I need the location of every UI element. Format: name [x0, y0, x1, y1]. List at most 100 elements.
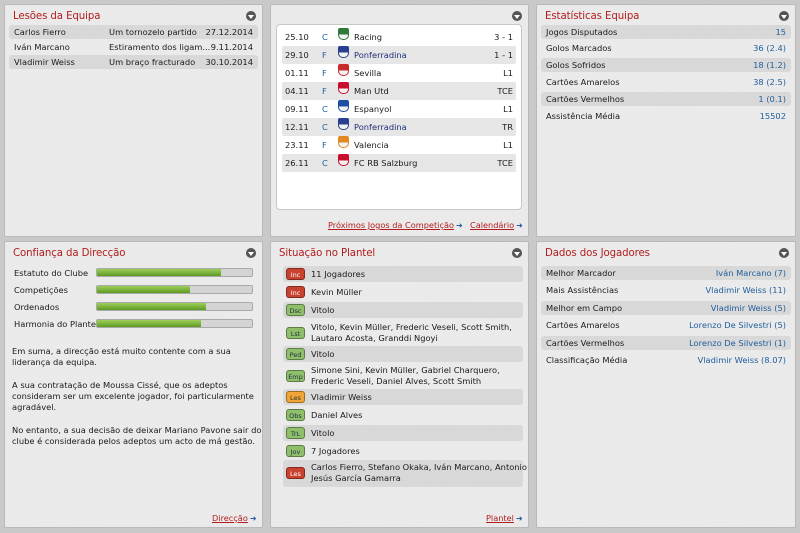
- squad-status-row[interactable]: Obs Daniel Alves: [283, 407, 523, 423]
- player-data-row[interactable]: Mais Assistências Vladimir Weiss (11): [541, 283, 791, 297]
- player-data-row[interactable]: Cartões Amarelos Lorenzo De Silvestri (5): [541, 318, 791, 332]
- player-data-label: Melhor Marcador: [546, 268, 616, 278]
- squad-status-row[interactable]: Inc 11 Jogadores: [283, 266, 523, 282]
- confidence-bar-fill: [97, 303, 206, 310]
- fixture-team[interactable]: Ponferradina: [354, 122, 407, 132]
- player-data-row[interactable]: Melhor Marcador Iván Marcano (7): [541, 266, 791, 280]
- squad-status-row[interactable]: Les Carlos Fierro, Stefano Okaka, Iván Ma…: [283, 460, 527, 487]
- fixture-venue: F: [322, 140, 327, 150]
- stat-value: 1 (0.1): [758, 94, 786, 104]
- fixture-row[interactable]: 25.10 C Racing 3 - 1: [282, 28, 516, 46]
- squad-status-row[interactable]: TrL Vitolo: [283, 425, 523, 441]
- fixture-result: L1: [503, 104, 513, 114]
- confidence-bar: [96, 285, 253, 294]
- team-stats-panel: Estatísticas Equipa: [536, 4, 796, 237]
- confidence-label: Harmonia do Plantel: [14, 319, 99, 329]
- stat-row: Golos Sofridos 18 (1.2): [541, 58, 791, 72]
- injury-row[interactable]: Carlos Fierro Um tornozelo partido 27.12…: [9, 25, 258, 39]
- team-stats-title: Estatísticas Equipa: [545, 11, 640, 22]
- player-data-value[interactable]: Vladimir Weiss (11): [705, 285, 786, 295]
- player-data-value[interactable]: Lorenzo De Silvestri (5): [689, 320, 786, 330]
- calendar-link[interactable]: Calendário ➜: [470, 220, 523, 230]
- player-data-value[interactable]: Vladimir Weiss (5): [710, 303, 786, 313]
- player-data-value[interactable]: Lorenzo De Silvestri (1): [689, 338, 786, 348]
- injury-return-date: 30.10.2014: [205, 57, 253, 67]
- fixture-team[interactable]: Ponferradina: [354, 50, 407, 60]
- injury-return-date: 9.11.2014: [210, 42, 253, 52]
- arrow-right-icon: ➜: [249, 514, 257, 523]
- fixture-venue: F: [322, 86, 327, 96]
- club-crest-icon: [338, 64, 349, 76]
- injury-player: Carlos Fierro: [14, 27, 66, 37]
- panel-menu-icon[interactable]: [512, 248, 522, 258]
- fixture-team[interactable]: Man Utd: [354, 86, 389, 96]
- fixture-date: 29.10: [285, 50, 309, 60]
- club-crest-icon: [338, 46, 349, 58]
- player-data-label: Mais Assistências: [546, 285, 619, 295]
- confidence-signing-note: A sua contratação de Moussa Cissé, que o…: [12, 380, 254, 412]
- status-badge: Dsc: [286, 304, 305, 316]
- status-badge: Obs: [286, 409, 305, 421]
- fixture-row[interactable]: 29.10 F Ponferradina 1 - 1: [282, 46, 516, 64]
- fixtures-list: 25.10 C Racing 3 - 1 29.10 F Ponferradin…: [276, 24, 522, 210]
- status-badge: TrL: [286, 427, 305, 439]
- fixture-row[interactable]: 26.11 C FC RB Salzburg TCE: [282, 154, 516, 172]
- fixture-row[interactable]: 12.11 C Ponferradina TR: [282, 118, 516, 136]
- stat-row: Jogos Disputados 15: [541, 25, 791, 39]
- injury-row[interactable]: Vladimir Weiss Um braço fracturado 30.10…: [9, 55, 258, 69]
- squad-status-text: 11 Jogadores: [311, 269, 366, 279]
- squad-status-row[interactable]: Dsc Vitolo: [283, 302, 523, 318]
- stat-label: Assistência Média: [546, 111, 621, 121]
- squad-status-text: 7 Jogadores: [311, 446, 360, 456]
- player-data-row[interactable]: Melhor em Campo Vladimir Weiss (5): [541, 301, 791, 315]
- player-data-value[interactable]: Iván Marcano (7): [715, 268, 786, 278]
- panel-menu-icon[interactable]: [512, 11, 522, 21]
- squad-status-row[interactable]: Lst Vitolo, Kevin Müller, Frederic Veseli…: [283, 320, 523, 346]
- squad-status-row[interactable]: Ped Vitolo: [283, 346, 523, 362]
- fixture-row[interactable]: 09.11 C Espanyol L1: [282, 100, 516, 118]
- squad-status-row[interactable]: Emp Simone Sini, Kevin Müller, Gabriel Ch…: [283, 363, 523, 389]
- panel-menu-icon[interactable]: [779, 248, 789, 258]
- status-badge: Les: [286, 391, 305, 403]
- player-data-label: Cartões Amarelos: [546, 320, 620, 330]
- panel-menu-icon[interactable]: [779, 11, 789, 21]
- player-data-value[interactable]: Vladimir Weiss (8.07): [697, 355, 786, 365]
- squad-status-row[interactable]: Jov 7 Jogadores: [283, 443, 523, 459]
- stat-row: Assistência Média 15502: [541, 109, 791, 123]
- stat-label: Golos Sofridos: [546, 60, 606, 70]
- stat-label: Golos Marcados: [546, 43, 612, 53]
- fixture-team[interactable]: Espanyol: [354, 104, 392, 114]
- fixture-row[interactable]: 04.11 F Man Utd TCE: [282, 82, 516, 100]
- squad-status-text: Vitolo: [311, 428, 335, 438]
- squad-status-row[interactable]: Les Vladimir Weiss: [283, 389, 523, 405]
- next-competition-games-link[interactable]: Próximos Jogos da Competição ➜: [328, 220, 463, 230]
- status-badge: Jov: [286, 445, 305, 457]
- squad-link[interactable]: Plantel ➜: [486, 513, 523, 523]
- player-data-row[interactable]: Classificação Média Vladimir Weiss (8.07): [541, 353, 791, 367]
- fixture-team[interactable]: FC RB Salzburg: [354, 158, 418, 168]
- fixture-team[interactable]: Valencia: [354, 140, 389, 150]
- board-link-label: Direcção: [212, 513, 248, 523]
- status-badge: Ped: [286, 348, 305, 360]
- status-badge: Inc: [286, 268, 305, 280]
- player-data-row[interactable]: Cartões Vermelhos Lorenzo De Silvestri (1…: [541, 336, 791, 350]
- confidence-bar-fill: [97, 286, 190, 293]
- fixture-venue: C: [322, 104, 328, 114]
- squad-link-label: Plantel: [486, 513, 514, 523]
- injury-player: Iván Marcano: [14, 42, 70, 52]
- fixture-row[interactable]: 01.11 F Sevilla L1: [282, 64, 516, 82]
- fixture-team[interactable]: Sevilla: [354, 68, 382, 78]
- injury-type: Um braço fracturado: [109, 57, 196, 67]
- injury-return-date: 27.12.2014: [205, 27, 253, 37]
- injuries-title: Lesões da Equipa: [13, 11, 101, 22]
- panel-menu-icon[interactable]: [246, 248, 256, 258]
- board-link[interactable]: Direcção ➜: [212, 513, 257, 523]
- panel-menu-icon[interactable]: [246, 11, 256, 21]
- confidence-sale-note: No entanto, a sua decisão de deixar Mari…: [12, 425, 262, 446]
- confidence-summary: Em suma, a direcção está muito contente …: [12, 346, 231, 367]
- squad-status-row[interactable]: Inc Kevin Müller: [283, 284, 523, 300]
- confidence-bar-fill: [97, 269, 221, 276]
- fixture-row[interactable]: 23.11 F Valencia L1: [282, 136, 516, 154]
- injury-row[interactable]: Iván Marcano Estiramento dos ligam... 9.…: [9, 40, 258, 54]
- fixture-team[interactable]: Racing: [354, 32, 383, 42]
